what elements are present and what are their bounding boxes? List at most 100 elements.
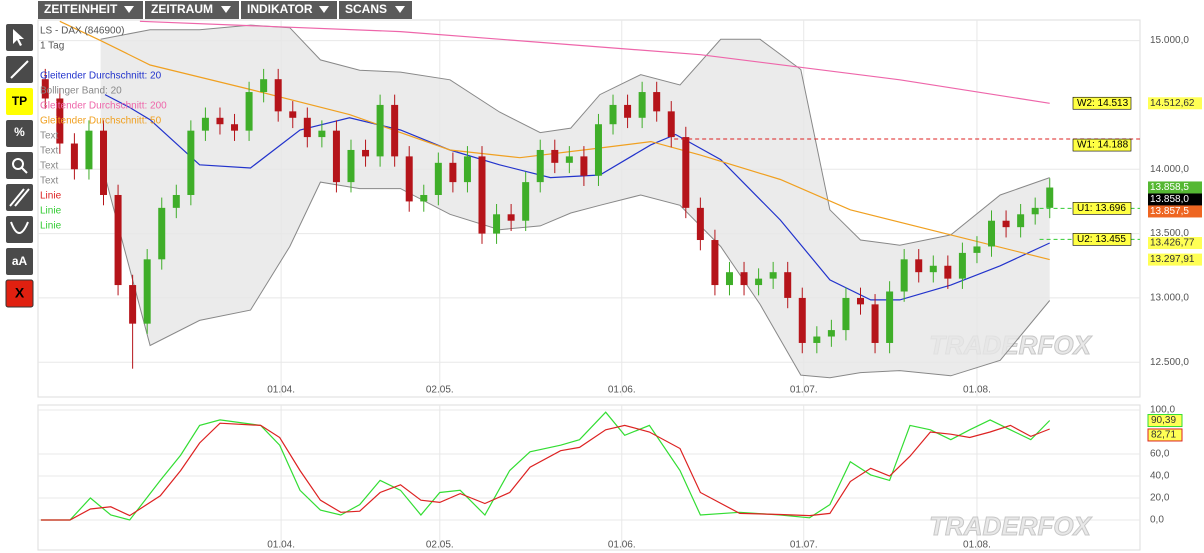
candle-body (420, 194, 428, 202)
menu-label: ZEITRAUM (151, 2, 213, 16)
candle-body (303, 117, 311, 138)
x-tick-label: 01.06. (608, 540, 636, 551)
tool-button[interactable] (6, 184, 33, 211)
candle-body (1031, 207, 1039, 215)
candle-body (798, 297, 806, 343)
candle-body (915, 259, 923, 273)
menu-item[interactable] (339, 1, 412, 19)
price-label-box (1148, 205, 1202, 218)
level-label: W2: 14.513 (1077, 98, 1129, 109)
candle-body (958, 252, 966, 279)
candle-body (187, 130, 195, 195)
level-box (1072, 233, 1132, 246)
candle-body (85, 130, 93, 170)
candle-body (56, 98, 64, 144)
x-tick-label: 02.05. (426, 540, 454, 551)
price-label: 13.858,0 (1150, 194, 1189, 205)
tool-button[interactable] (6, 248, 33, 275)
legend-entry: Text (40, 176, 59, 187)
channel-icon (9, 188, 30, 207)
candle-body (1046, 187, 1054, 208)
tool-button[interactable] (6, 152, 33, 179)
level-box (1072, 138, 1132, 152)
tool-button[interactable] (6, 88, 33, 115)
candle-body (493, 214, 501, 234)
price-label-box (1148, 181, 1202, 194)
moving-average (139, 20, 1050, 104)
dropdown-icon (395, 6, 405, 13)
candle-body (813, 336, 821, 343)
cursor-icon (13, 29, 24, 46)
end-label-box (1147, 414, 1183, 428)
candle-body (900, 259, 908, 292)
candle-body (565, 156, 573, 163)
candle-body (638, 92, 646, 118)
zoom-icon (12, 158, 24, 170)
tool-button[interactable] (6, 120, 33, 147)
candle-body (755, 278, 763, 286)
menu-item[interactable] (145, 1, 239, 19)
candle-body (318, 130, 326, 138)
candle-body (769, 272, 777, 279)
candle-body (478, 156, 486, 234)
x-tick-label: 01.04. (267, 540, 295, 551)
x-tick-label: 01.08. (963, 385, 991, 396)
candle-body (201, 117, 209, 131)
x-tick-label: 01.08. (963, 540, 991, 551)
candle-body (784, 272, 792, 298)
price-label: 13.297,91 (1150, 254, 1195, 265)
candle-body (580, 156, 588, 176)
moving-average (59, 20, 1050, 261)
legend-entry: Linie (40, 221, 62, 232)
candle-body (1017, 214, 1025, 228)
candle-body (172, 194, 180, 208)
tool-label: aA (12, 254, 28, 268)
tool-label: TP (12, 94, 27, 108)
candle-body (827, 330, 835, 337)
candle-body (289, 111, 297, 118)
candle-body (405, 156, 413, 202)
candle-body (929, 265, 937, 273)
level-label: W1: 14.188 (1077, 140, 1129, 151)
candle-body (274, 79, 282, 112)
y-tick-label: 60,0 (1150, 449, 1170, 460)
y-tick-label: 20,0 (1150, 493, 1170, 504)
candle-body (507, 214, 515, 221)
candle-body (100, 130, 108, 195)
legend-entry: Text (40, 131, 59, 142)
y-tick-label: 14.000,0 (1150, 164, 1189, 175)
x-tick-label: 01.07. (790, 385, 818, 396)
x-tick-label: 01.06. (608, 385, 636, 396)
tool-label: % (14, 125, 25, 139)
candle-body (463, 156, 471, 183)
menu-label: ZEITEINHEIT (44, 2, 118, 16)
candle-body (129, 285, 137, 324)
price-label: 14.512,62 (1150, 98, 1195, 109)
x-tick-label: 01.07. (790, 540, 818, 551)
curve-icon (10, 221, 29, 234)
tool-button[interactable] (5, 279, 34, 308)
candle-body (347, 149, 355, 183)
candle-body (682, 137, 690, 208)
x-tick-label: 02.05. (426, 385, 454, 396)
zoom-icon-handle (21, 167, 28, 174)
menu-item[interactable] (241, 1, 337, 19)
candle-body (886, 291, 894, 343)
level-label: U1: 13.696 (1077, 203, 1126, 214)
price-label: 13.426,77 (1150, 238, 1195, 249)
y-tick-label: 13.000,0 (1150, 293, 1189, 304)
x-tick-label: 01.04. (267, 385, 295, 396)
candle-body (842, 297, 850, 331)
candle-body (536, 149, 544, 183)
legend-subtitle: 1 Tag (40, 41, 64, 52)
price-label-box (1148, 193, 1202, 206)
menu-item[interactable] (38, 1, 143, 19)
candle-body (725, 272, 733, 286)
candle-body (434, 162, 442, 195)
candle-body (551, 149, 559, 163)
watermark: TRADERFOX (929, 511, 1092, 541)
tool-label: X (15, 285, 25, 301)
candle-body (114, 194, 122, 286)
tool-button[interactable] (6, 216, 33, 243)
